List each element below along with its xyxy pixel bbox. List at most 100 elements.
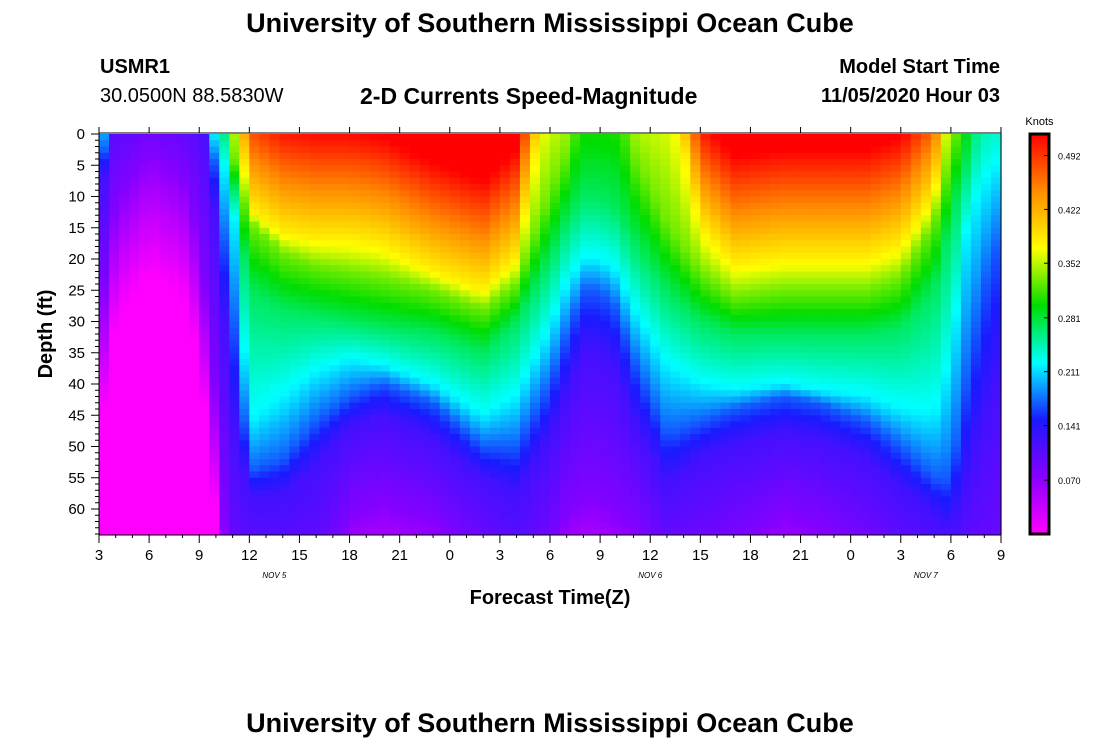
heatmap-cell — [169, 459, 180, 466]
heatmap-cell — [610, 184, 621, 191]
heatmap-cell — [269, 252, 280, 260]
heatmap-cell — [640, 240, 651, 248]
heatmap-cell — [369, 484, 381, 491]
heatmap-cell — [379, 221, 391, 229]
heatmap-cell — [459, 377, 471, 385]
heatmap-cell — [169, 509, 180, 516]
heatmap-cell — [580, 184, 591, 191]
heatmap-cell — [570, 527, 581, 535]
heatmap-cell — [159, 409, 170, 416]
heatmap-cell — [439, 384, 451, 391]
heatmap-cell — [680, 321, 691, 329]
heatmap-cell — [319, 446, 331, 454]
heatmap-cell — [269, 209, 280, 216]
heatmap-cell — [600, 234, 611, 241]
heatmap-cell — [349, 459, 361, 466]
heatmap-cell — [810, 352, 822, 360]
heatmap-cell — [449, 340, 461, 348]
heatmap-cell — [449, 221, 461, 229]
heatmap-cell — [860, 321, 872, 329]
heatmap-cell — [379, 309, 391, 316]
heatmap-cell — [539, 371, 551, 379]
heatmap-cell — [159, 527, 170, 535]
heatmap-cell — [720, 509, 731, 516]
heatmap-cell — [590, 165, 601, 173]
heatmap-cell — [319, 152, 331, 160]
heatmap-cell — [680, 277, 691, 285]
heatmap-cell — [499, 465, 511, 473]
heatmap-cell — [179, 496, 190, 504]
heatmap-cell — [269, 340, 280, 348]
heatmap-cell — [459, 240, 471, 248]
heatmap-cell — [680, 452, 691, 460]
heatmap-cell — [379, 484, 391, 491]
heatmap-cell — [139, 340, 150, 348]
heatmap-cell — [700, 402, 711, 410]
heatmap-cell — [780, 346, 792, 354]
heatmap-cell — [730, 290, 742, 298]
heatmap-cell — [780, 484, 792, 491]
heatmap-cell — [830, 227, 842, 235]
heatmap-cell — [329, 202, 341, 210]
heatmap-cell — [179, 240, 190, 248]
heatmap-cell — [519, 396, 531, 404]
heatmap-cell — [590, 190, 601, 198]
heatmap-cell — [329, 402, 341, 410]
heatmap-cell — [249, 271, 260, 279]
heatmap-cell — [479, 527, 491, 535]
heatmap-cell — [199, 315, 210, 323]
heatmap-cell — [239, 484, 250, 491]
heatmap-cell — [449, 227, 461, 235]
heatmap-cell — [750, 277, 762, 285]
heatmap-cell — [189, 196, 200, 204]
heatmap-cell — [820, 252, 832, 260]
heatmap-cell — [229, 277, 240, 285]
heatmap-cell — [269, 315, 280, 323]
heatmap-cell — [750, 427, 762, 435]
heatmap-cell — [269, 390, 280, 398]
heatmap-cell — [159, 384, 170, 391]
heatmap-cell — [800, 302, 812, 310]
heatmap-cell — [289, 515, 301, 523]
heatmap-cell — [469, 234, 481, 241]
heatmap-cell — [299, 459, 311, 466]
heatmap-cell — [810, 165, 822, 173]
heatmap-cell — [129, 184, 140, 191]
heatmap-cell — [680, 477, 691, 485]
heatmap-cell — [339, 390, 351, 398]
heatmap-cell — [489, 415, 501, 423]
heatmap-cell — [449, 209, 461, 216]
heatmap-cell — [660, 152, 671, 160]
heatmap-cell — [770, 265, 782, 273]
heatmap-cell — [269, 196, 280, 204]
heatmap-cell — [870, 334, 882, 341]
heatmap-cell — [409, 140, 421, 148]
heatmap-cell — [379, 302, 391, 310]
heatmap-cell — [600, 496, 611, 504]
heatmap-cell — [409, 340, 421, 348]
heatmap-cell — [359, 146, 371, 154]
heatmap-cell — [790, 334, 802, 341]
heatmap-cell — [590, 259, 601, 266]
heatmap-cell — [329, 365, 341, 373]
heatmap-cell — [499, 421, 511, 429]
heatmap-cell — [790, 259, 802, 266]
heatmap-cell — [189, 490, 200, 498]
heatmap-cell — [259, 415, 270, 423]
heatmap-cell — [539, 502, 551, 510]
heatmap-cell — [239, 434, 250, 441]
heatmap-cell — [469, 384, 481, 391]
heatmap-cell — [109, 227, 120, 235]
heatmap-cell — [660, 509, 671, 516]
heatmap-cell — [159, 346, 170, 354]
heatmap-cell — [309, 409, 321, 416]
heatmap-cell — [780, 296, 792, 304]
heatmap-cell — [329, 209, 341, 216]
heatmap-cell — [640, 346, 651, 354]
heatmap-cell — [860, 271, 872, 279]
heatmap-cell — [780, 140, 792, 148]
heatmap-cell — [429, 465, 441, 473]
heatmap-cell — [580, 515, 591, 523]
heatmap-cell — [660, 202, 671, 210]
heatmap-cell — [680, 471, 691, 479]
